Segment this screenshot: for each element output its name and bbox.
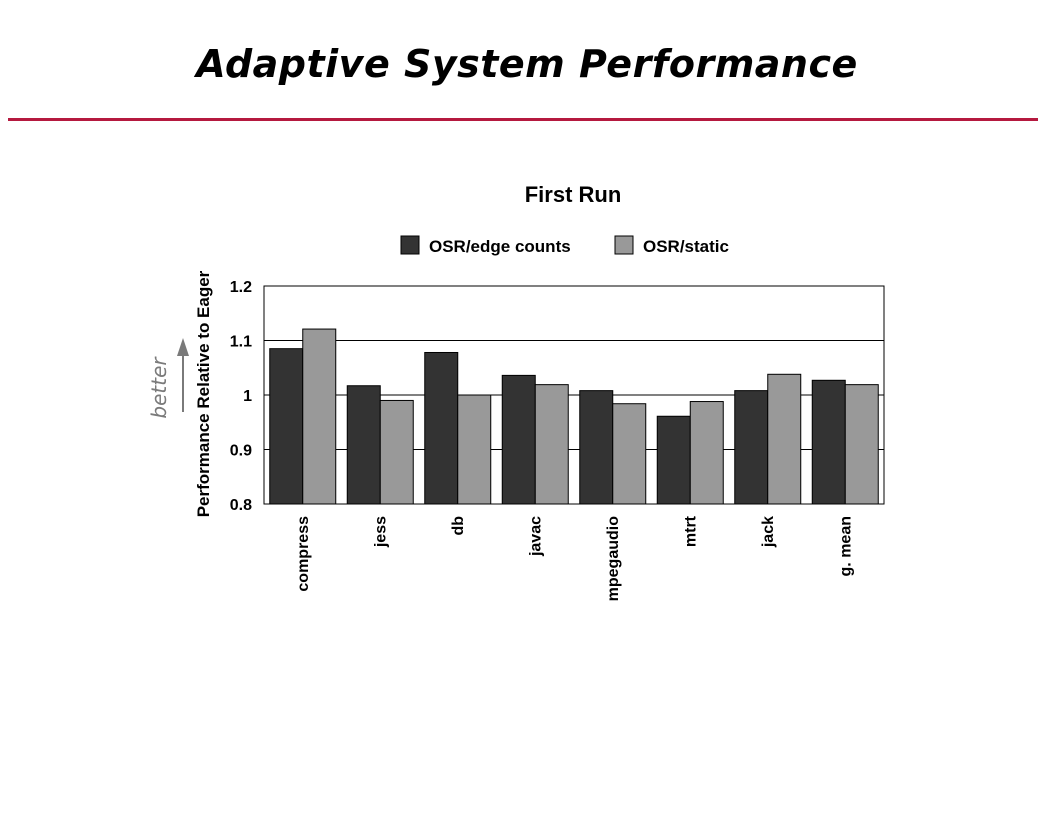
better-annotation: better <box>147 338 189 419</box>
legend-label-osr-static: OSR/static <box>643 237 729 256</box>
bar-osr-edge-counts <box>656 415 691 505</box>
bar-osr-edge-counts <box>579 390 614 505</box>
y-axis-label: Performance Relative to Eager <box>194 270 213 517</box>
bar-osr-edge-counts <box>501 374 536 505</box>
x-tick-label: javac <box>527 516 544 557</box>
y-tick-label: 1 <box>243 388 252 405</box>
bar-osr-static <box>844 384 879 505</box>
bar-osr-static <box>302 328 337 505</box>
bar-osr-static <box>534 384 569 505</box>
better-label: better <box>147 356 171 419</box>
x-tick-label: jess <box>372 516 389 548</box>
x-tick-labels: compress jess db javac mpegaudio mtrt jack g. m… <box>295 515 855 601</box>
slide-title: Adaptive System Performance <box>196 42 858 86</box>
up-arrow-icon <box>177 338 189 356</box>
bar-osr-edge-counts <box>734 390 769 505</box>
bar-osr-edge-counts <box>269 348 304 505</box>
x-tick-label: mpegaudio <box>605 516 622 602</box>
y-tick-label: 0.8 <box>230 497 252 514</box>
bars <box>269 328 879 505</box>
legend: OSR/edge counts OSR/static <box>400 235 729 256</box>
chart-title: First Run <box>525 182 622 207</box>
y-tick-labels: 0.8 0.9 1 1.1 1.2 <box>230 279 252 514</box>
x-tick-label: g. mean <box>837 516 854 576</box>
bar-osr-edge-counts <box>346 385 381 505</box>
plot-frame <box>263 285 885 505</box>
bar-osr-static <box>379 399 414 505</box>
x-tick-label: compress <box>295 516 312 592</box>
legend-swatch-osr-edge-counts <box>400 235 420 255</box>
x-tick-label: jack <box>760 516 777 548</box>
y-tick-label: 1.1 <box>230 334 252 351</box>
bar-osr-static <box>767 373 802 505</box>
bar-osr-edge-counts <box>424 351 459 505</box>
x-tick-label: mtrt <box>682 515 699 547</box>
y-tick-label: 1.2 <box>230 279 252 296</box>
title-divider <box>8 118 1038 121</box>
bar-osr-static <box>612 403 647 505</box>
bar-osr-static <box>689 401 724 505</box>
legend-swatch-osr-static <box>614 235 634 255</box>
y-tick-label: 0.9 <box>230 443 252 460</box>
bar-osr-edge-counts <box>811 379 846 505</box>
bar-osr-static <box>457 394 492 505</box>
x-tick-label: db <box>450 516 467 536</box>
legend-label-osr-edge-counts: OSR/edge counts <box>429 237 571 256</box>
